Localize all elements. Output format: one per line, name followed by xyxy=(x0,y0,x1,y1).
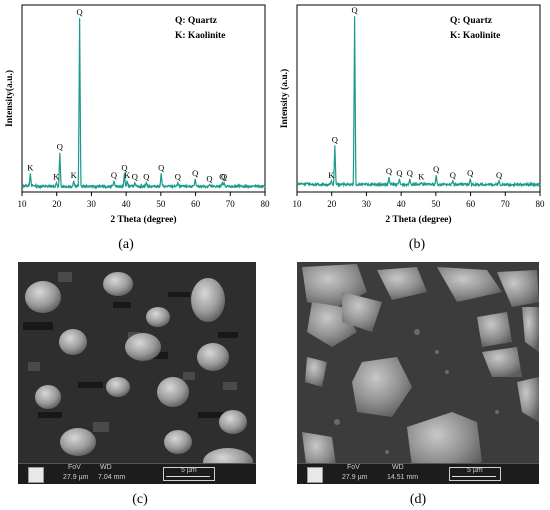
x-tick-label: 50 xyxy=(431,199,441,209)
plot-frame xyxy=(296,4,541,193)
y-axis-label: Intensity(a.u.) xyxy=(4,70,15,127)
peak-label: Q xyxy=(352,5,358,15)
caption-b: (b) xyxy=(408,237,426,252)
x-tick-label: 70 xyxy=(501,199,511,209)
peak-label: Q xyxy=(332,134,338,144)
wd-value: 7.04 mm xyxy=(98,474,126,481)
x-axis-label: 2 Theta (degree) xyxy=(110,214,176,225)
peak-label: K xyxy=(124,170,131,180)
x-tick-label: 10 xyxy=(18,199,28,209)
peak-label: Q xyxy=(407,168,413,178)
peak-label: Q xyxy=(206,174,212,184)
legend-entry: K: Kaolinite xyxy=(450,31,500,41)
peak-label: Q xyxy=(77,7,83,17)
fov-value: 27.9 µm xyxy=(63,474,89,481)
sem-info-bar-c: FoV 27.9 µm WD 7.04 mm 5 µm xyxy=(18,463,256,484)
wd-value: 14.51 mm xyxy=(387,474,419,481)
caption-a: (a) xyxy=(118,237,134,252)
fov-value: 27.9 µm xyxy=(342,474,368,481)
wd-label: WD xyxy=(392,464,404,471)
peak-label: Q xyxy=(467,168,473,178)
wd-label: WD xyxy=(100,464,112,471)
peak-label: Q xyxy=(132,172,138,182)
peak-label: Q xyxy=(450,170,456,180)
peak-label: Q xyxy=(386,166,392,176)
plot-frame xyxy=(21,4,266,193)
x-tick-label: 70 xyxy=(226,199,236,209)
peak-label: Q xyxy=(219,172,225,182)
x-tick-label: 80 xyxy=(536,199,546,209)
x-tick-label: 30 xyxy=(87,199,97,209)
y-axis-label: Intensity (a.u.) xyxy=(279,69,290,128)
scale-bar-line xyxy=(166,476,210,477)
fov-label: FoV xyxy=(68,464,81,471)
peak-label: Q xyxy=(111,170,117,180)
peak-label: Q xyxy=(396,168,402,178)
x-tick-label: 40 xyxy=(397,199,407,209)
caption-d: (d) xyxy=(409,492,427,507)
scale-bar-label: 5 µm xyxy=(181,467,197,474)
peak-label: Q xyxy=(57,142,63,152)
peak-label: K xyxy=(53,172,60,182)
x-tick-label: 80 xyxy=(261,199,271,209)
legend-entry: K: Kaolinite xyxy=(175,31,225,41)
xrd-trace xyxy=(296,16,541,188)
x-tick-label: 60 xyxy=(466,199,476,209)
instrument-logo-icon xyxy=(307,467,323,483)
peak-label: Q xyxy=(192,168,198,178)
legend-entry: Q: Quartz xyxy=(175,16,218,26)
x-axis-label: 2 Theta (degree) xyxy=(385,214,451,225)
x-tick-label: 20 xyxy=(327,199,337,209)
peak-label: Q xyxy=(175,172,181,182)
peak-label: Q xyxy=(221,172,227,182)
scale-bar-label: 5 µm xyxy=(467,467,483,474)
sem-image-c: FoV 27.9 µm WD 7.04 mm 5 µm xyxy=(18,262,256,484)
peak-label: Q xyxy=(143,172,149,182)
sem-info-bar-d: FoV 27.9 µm WD 14.51 mm 5 µm xyxy=(297,463,539,484)
sem-particles-c xyxy=(25,272,253,476)
instrument-logo-icon xyxy=(28,467,44,483)
scale-bar-box xyxy=(163,467,215,481)
scale-bar-box xyxy=(449,467,501,481)
caption-c: (c) xyxy=(132,492,148,507)
xrd-trace xyxy=(21,18,266,190)
peak-label: Q xyxy=(121,162,127,172)
peak-label: K xyxy=(27,162,34,172)
x-tick-label: 40 xyxy=(122,199,132,209)
peak-label: K xyxy=(328,170,335,180)
fov-label: FoV xyxy=(347,464,360,471)
peak-label: K xyxy=(418,172,425,182)
x-tick-label: 20 xyxy=(52,199,62,209)
x-tick-label: 30 xyxy=(362,199,372,209)
x-tick-label: 60 xyxy=(191,199,201,209)
scale-bar-line xyxy=(452,476,496,477)
sem-image-d: FoV 27.9 µm WD 14.51 mm 5 µm xyxy=(297,262,539,484)
peak-label: Q xyxy=(158,162,164,172)
sem-texture-c xyxy=(18,262,256,484)
xrd-chart-b: 10 20 30 40 50 60 70 80 2 Theta (degree) Intensit… xyxy=(279,4,546,225)
legend-entry: Q: Quartz xyxy=(450,16,493,26)
peak-label: Q xyxy=(496,170,502,180)
peak-label: Q xyxy=(433,164,439,174)
peak-label: K xyxy=(71,170,78,180)
xrd-chart-a: 10 20 30 40 50 60 70 80 2 Theta (degree) Intensit… xyxy=(4,4,271,225)
x-tick-label: 10 xyxy=(293,199,303,209)
x-tick-label: 50 xyxy=(156,199,166,209)
sem-particles-d xyxy=(302,264,539,477)
sem-texture-d xyxy=(297,262,539,484)
